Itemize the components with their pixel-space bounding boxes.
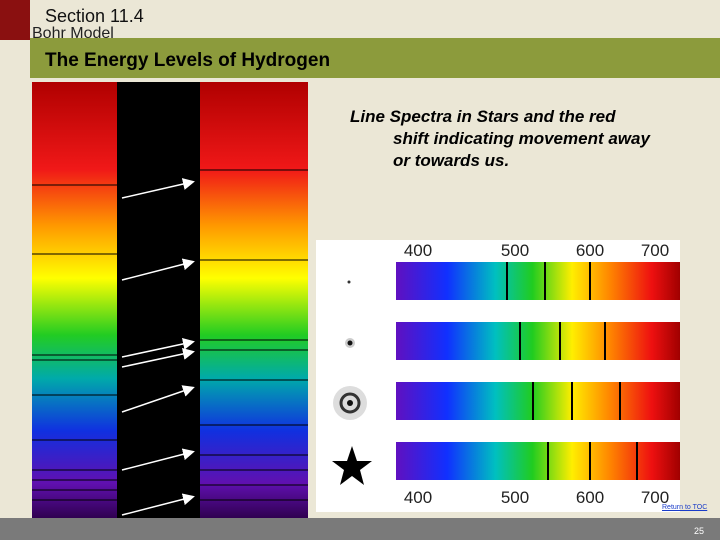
star-icon [347,280,351,284]
subsection-label: Bohr Model [32,25,114,42]
absorption-lines [32,169,308,501]
spectrum-strip [396,322,680,360]
spectrum-strip [396,262,680,300]
scale-label: 400 [404,241,432,260]
black-column [117,82,200,518]
return-link[interactable]: Return to TOC [662,504,708,511]
scale-label: 400 [404,488,432,507]
footer-band [0,518,720,540]
spectrum-strip [396,442,680,480]
header-band [30,38,720,78]
section-label: Section 11.4 [45,6,144,26]
page-number: 25 [694,526,705,536]
shift-arrows [121,178,195,516]
scale-label: 500 [501,488,529,507]
scale-label: 700 [641,241,669,260]
star-spectra: 400 500 600 700 400 500 600 700 [316,240,680,512]
scale-label: 600 [576,241,604,260]
slide-title: The Energy Levels of Hydrogen [45,50,331,71]
header-square [0,0,30,40]
scale-label: 700 [641,488,669,507]
scale-label: 600 [576,488,604,507]
spectrum-strip [396,382,680,420]
hydrogen-spectra [32,82,308,518]
star-shape [332,446,372,485]
spectrum-right [200,82,308,518]
description: Line Spectra in Stars and the red shift … [350,107,650,170]
spectrum-left [32,82,117,518]
strip-lines [506,262,638,480]
scale-label: 500 [501,241,529,260]
